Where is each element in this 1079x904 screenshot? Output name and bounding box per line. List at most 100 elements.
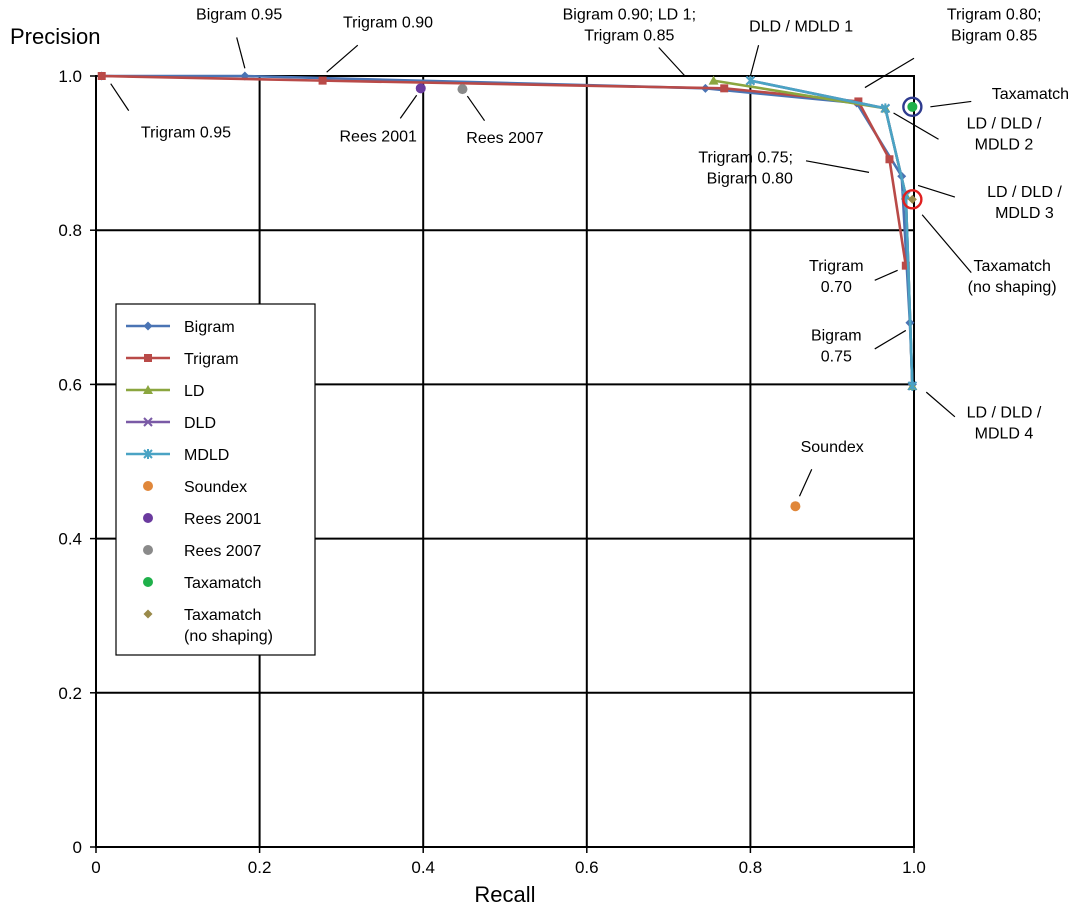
legend-item-rees-2007: Rees 2007 [143, 543, 261, 560]
series-taxamatch [907, 101, 918, 112]
annotation-label: Bigram 0.75 [811, 327, 862, 365]
y-tick-label: 0.6 [58, 375, 82, 394]
legend-label-line: Trigram [184, 351, 239, 368]
annotation-line: DLD / MDLD 1 [749, 18, 853, 35]
data-point-mdld [745, 75, 756, 86]
x-tick-label: 0.2 [248, 858, 272, 877]
annotation-label: LD / DLD / MDLD 3 [987, 184, 1062, 222]
annotation-leader [798, 468, 813, 497]
data-point-ld [708, 75, 719, 85]
legend-item-taxamatch-no-shaping: Taxamatch (no shaping) [143, 607, 273, 645]
plot-frame [95, 75, 915, 848]
legend: Bigram Trigram LD DLD MDLD Soundex Rees 2001 Re… [115, 303, 316, 656]
annotation-line: LD / DLD / [967, 405, 1042, 422]
annotation-leader [917, 184, 956, 198]
legend-label: LD [184, 383, 204, 400]
x-tick-label: 0.4 [411, 858, 435, 877]
annotation-line: Trigram 0.85 [584, 28, 674, 45]
highlight-circle [902, 189, 923, 210]
legend-swatch-marker [143, 321, 153, 331]
annotation-leader [805, 160, 870, 173]
series-trigram [97, 72, 910, 270]
series-mdld [745, 75, 918, 391]
annotation-label: Trigram 0.95 [141, 125, 231, 142]
annotation-label: LD / DLD / MDLD 2 [967, 115, 1042, 153]
annotation-label: LD / DLD / MDLD 4 [967, 405, 1042, 443]
annotation-leader [236, 37, 246, 69]
annotation-line: LD / DLD / [987, 184, 1062, 201]
legend-swatch-marker [143, 545, 153, 555]
annotation-label: Trigram 0.70 [809, 258, 864, 296]
legend-label: Taxamatch (no shaping) [184, 607, 273, 645]
annotation-label: Taxamatch (no shaping) [968, 258, 1057, 296]
x-tick-label: 1.0 [902, 858, 926, 877]
legend-label-line: Taxamatch [184, 575, 261, 592]
annotation-line: Bigram 0.80 [707, 170, 793, 187]
legend-label-line: Rees 2001 [184, 511, 261, 528]
annotation-line: Bigram 0.95 [196, 7, 282, 24]
annotation-leader [658, 47, 686, 77]
annotation-line: Rees 2007 [466, 130, 543, 147]
legend-label-line: LD [184, 383, 204, 400]
annotation-leader [466, 95, 486, 122]
y-tick-label: 0 [73, 838, 82, 857]
annotation-label: Rees 2007 [466, 130, 543, 147]
annotation-line: LD / DLD / [967, 115, 1042, 132]
annotation-line: Bigram 0.85 [951, 28, 1037, 45]
annotation-line: MDLD 4 [975, 426, 1034, 443]
legend-label: MDLD [184, 447, 229, 464]
legend-swatch-marker [143, 513, 153, 523]
legend-item-bigram: Bigram [126, 319, 235, 336]
annotation-line: Taxamatch [973, 258, 1050, 275]
annotation-label: Taxamatch [992, 86, 1069, 103]
legend-item-taxamatch: Taxamatch [143, 575, 261, 592]
annotation-line: Trigram 0.90 [343, 14, 433, 31]
annotation-leader [925, 391, 956, 418]
legend-swatch-marker [143, 481, 153, 491]
legend-label-line: Soundex [184, 479, 247, 496]
legend-swatch-marker [143, 609, 153, 619]
annotation-line: 0.75 [821, 348, 852, 365]
data-point-mdld [880, 103, 891, 114]
y-tick-label: 1.0 [58, 67, 82, 86]
legend-label-line: MDLD [184, 447, 229, 464]
annotation-leader [893, 112, 939, 140]
x-tick-label: 0.6 [575, 858, 599, 877]
annotation-label: Trigram 0.90 [343, 14, 433, 31]
legend-swatch-marker [144, 354, 152, 362]
y-tick-label: 0.2 [58, 684, 82, 703]
annotation-line: MDLD 3 [995, 205, 1054, 222]
data-point-rees-2001 [415, 83, 426, 94]
annotation-leader [399, 94, 418, 119]
data-point-soundex [790, 501, 801, 512]
annotation-leader [864, 57, 915, 89]
data-point-trigram [318, 76, 327, 85]
legend-label: DLD [184, 415, 216, 432]
annotation-line: Trigram 0.75; [698, 149, 793, 166]
legend-label-line: (no shaping) [184, 628, 273, 645]
data-point-trigram [720, 84, 729, 93]
annotation-line: 0.70 [821, 279, 852, 296]
axes: 0 0.2 0.4 0.6 0.8 1.0 0 0.2 0.4 0.6 0.8 1.0 [58, 67, 925, 877]
legend-item-mdld: MDLD [126, 447, 229, 464]
x-tick-label: 0.8 [739, 858, 763, 877]
x-tick-label: 0 [91, 858, 100, 877]
series-soundex [790, 501, 801, 512]
annotation-line: MDLD 2 [975, 136, 1034, 153]
legend-swatch-marker [143, 385, 153, 394]
annotations: Bigram 0.95 Trigram 0.90 Trigram 0.95 Rees … [110, 7, 1069, 497]
annotation-label: DLD / MDLD 1 [749, 18, 853, 35]
annotation-line: Bigram 0.90; LD 1; [563, 7, 696, 24]
marker-stroke [143, 417, 153, 427]
annotation-leader [874, 269, 898, 281]
legend-item-ld: LD [126, 383, 204, 400]
data-point-rees-2007 [457, 84, 468, 95]
annotation-leader [930, 100, 972, 108]
y-axis-label: Precision [10, 24, 100, 49]
legend-label-line: Taxamatch [184, 607, 261, 624]
legend-item-rees-2001: Rees 2001 [143, 511, 261, 528]
annotation-line: Bigram [811, 327, 862, 344]
data-point-trigram [901, 261, 910, 270]
annotation-line: Trigram 0.95 [141, 125, 231, 142]
